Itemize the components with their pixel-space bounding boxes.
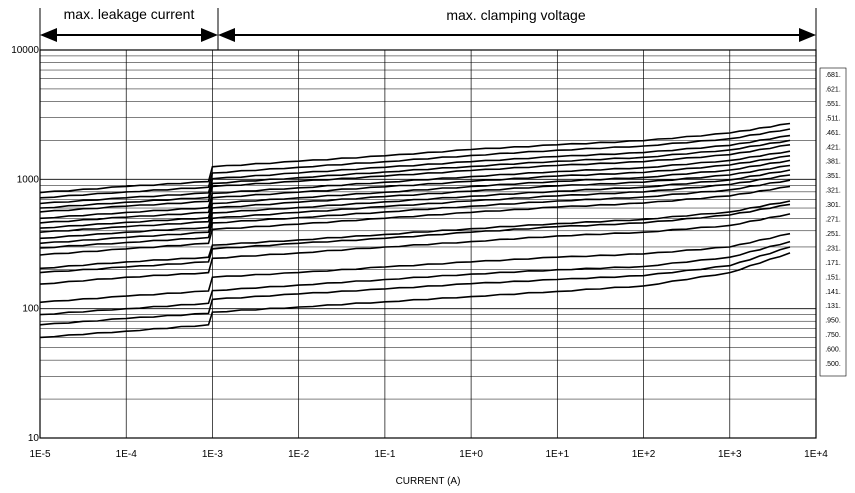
x-axis-tick-labels: 1E-5 1E-4 1E-3 1E-2 1E-1 1E+0 1E+1 1E+2 1E+3 1E+4	[29, 449, 828, 460]
series-line	[39, 240, 791, 316]
y-tick-label: 1000	[17, 174, 40, 185]
series-line	[39, 252, 791, 339]
y-tick-label: 10000	[11, 45, 39, 56]
x-tick-label: 1E-1	[374, 449, 396, 460]
series-line	[39, 246, 791, 326]
legend-entry: .500.	[825, 361, 841, 368]
legend-entry: .421.	[825, 144, 841, 151]
y-tick-label: 10	[28, 433, 40, 444]
series-line	[39, 185, 791, 256]
x-tick-label: 1E-2	[288, 449, 310, 460]
leakage-arrowhead-right	[201, 28, 218, 42]
y-tick-label: 100	[22, 304, 39, 315]
x-tick-label: 1E+0	[459, 449, 483, 460]
series-line	[39, 134, 791, 205]
series-line	[39, 203, 791, 274]
curve-series	[39, 122, 791, 339]
legend-entry: .151.	[825, 274, 841, 281]
series-line	[39, 155, 791, 224]
legend-entry: .271.	[825, 217, 841, 224]
legend-entry: .301.	[825, 202, 841, 209]
series-line	[39, 213, 791, 285]
legend-entry: .621.	[825, 86, 841, 93]
series-line	[39, 169, 791, 240]
clamping-voltage-label: max. clamping voltage	[446, 7, 586, 23]
legend-entry: .251.	[825, 231, 841, 238]
legend-entry: .141.	[825, 289, 841, 296]
series-line	[39, 139, 791, 209]
x-tick-label: 1E+3	[718, 449, 742, 460]
series-line	[39, 122, 791, 194]
series-line	[39, 179, 791, 249]
legend-entry: .231.	[825, 245, 841, 252]
plot-frame	[39, 49, 817, 439]
series-line	[39, 150, 791, 220]
series-line	[39, 164, 791, 233]
legend-entry: .511.	[825, 115, 840, 122]
series-line	[39, 128, 791, 199]
clamping-arrowhead-right	[799, 28, 816, 42]
x-axis-title: CURRENT (A)	[396, 476, 461, 487]
series-line	[39, 174, 791, 245]
x-tick-label: 1E-3	[202, 449, 224, 460]
legend-entry: .600.	[825, 347, 841, 354]
leakage-current-label: max. leakage current	[64, 6, 195, 22]
legend: .681. .621. .551. .511. .461. .421. .381. .351.…	[819, 67, 847, 377]
legend-entry: .131.	[825, 303, 841, 310]
x-tick-label: 1E+2	[632, 449, 656, 460]
legend-entry: .351.	[825, 173, 841, 180]
legend-box	[819, 67, 847, 377]
legend-entry: .381.	[825, 159, 841, 166]
x-tick-label: 1E-5	[29, 449, 51, 460]
series-line	[39, 159, 791, 229]
legend-entry: .950.	[825, 318, 841, 325]
series-line	[39, 144, 791, 213]
clamping-arrowhead-left	[218, 28, 235, 42]
y-axis-tick-labels: 10 100 1000 10000	[11, 45, 39, 444]
x-tick-label: 1E+4	[804, 449, 828, 460]
leakage-arrowhead-left	[40, 28, 57, 42]
series-line	[39, 200, 791, 270]
legend-entry: .461.	[825, 130, 841, 137]
x-tick-label: 1E+1	[546, 449, 570, 460]
legend-entry: .321.	[825, 188, 841, 195]
legend-entry: .171.	[825, 260, 841, 267]
legend-entry: .681.	[825, 72, 841, 79]
region-annotations: max. leakage current max. clamping volta…	[39, 6, 817, 50]
legend-entry: .551.	[825, 101, 841, 108]
series-line	[39, 232, 791, 304]
x-tick-label: 1E-4	[116, 449, 138, 460]
legend-entry: .750.	[825, 332, 841, 339]
